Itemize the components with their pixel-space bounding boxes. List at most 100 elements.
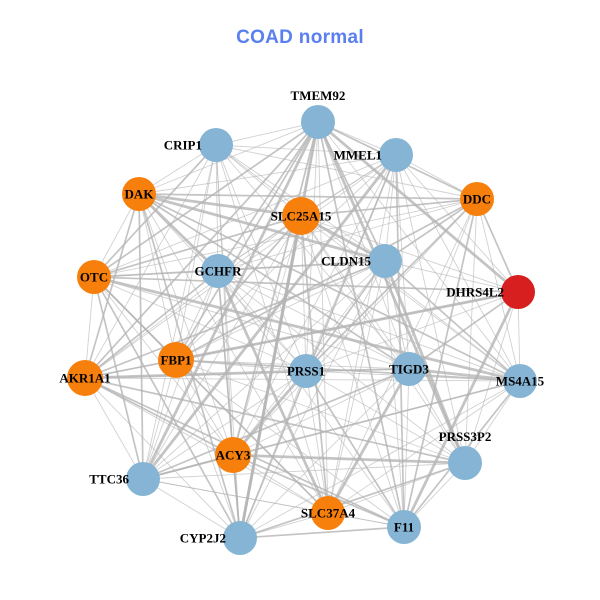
node-marker-tigd3[interactable] bbox=[392, 352, 426, 386]
graph-node[interactable]: CRIP1 bbox=[164, 128, 233, 162]
graph-edge bbox=[175, 359, 241, 539]
node-marker-slc25a15[interactable] bbox=[282, 197, 320, 235]
page-title: COAD normal bbox=[236, 27, 364, 48]
node-marker-ddc[interactable] bbox=[460, 182, 494, 216]
graph-edge bbox=[142, 462, 466, 480]
node-marker-slc37a4[interactable] bbox=[311, 496, 345, 530]
node-marker-cldn15[interactable] bbox=[368, 244, 402, 278]
graph-edge bbox=[316, 120, 520, 294]
node-label-slc37a4: SLC37A4 bbox=[301, 506, 356, 521]
graph-node[interactable]: DDC bbox=[460, 182, 494, 216]
graph-edge bbox=[395, 154, 519, 293]
graph-node[interactable]: TIGD3 bbox=[389, 352, 429, 386]
node-marker-akr1a1[interactable] bbox=[67, 360, 103, 396]
graph-edge bbox=[93, 215, 302, 278]
node-label-crip1: CRIP1 bbox=[164, 138, 202, 153]
graph-node[interactable]: GCHFR bbox=[195, 254, 243, 288]
node-label-ms4a15: MS4A15 bbox=[496, 374, 545, 389]
graph-edge bbox=[93, 198, 478, 278]
graph-node[interactable]: F11 bbox=[387, 510, 421, 544]
node-marker-tmem92[interactable] bbox=[301, 105, 335, 139]
graph-edge bbox=[138, 193, 410, 370]
graph-edge bbox=[175, 154, 397, 361]
graph-edge bbox=[232, 215, 302, 456]
graph-node[interactable]: FBP1 bbox=[158, 342, 194, 378]
graph-edge bbox=[175, 359, 329, 514]
node-label-cldn15: CLDN15 bbox=[321, 254, 371, 269]
graph-edge bbox=[93, 276, 519, 293]
graph-edge bbox=[239, 462, 466, 539]
graph-node[interactable]: DAK bbox=[122, 177, 156, 211]
graph-node[interactable]: ACY3 bbox=[215, 437, 251, 473]
graph-edge bbox=[84, 377, 466, 464]
node-marker-fbp1[interactable] bbox=[158, 342, 194, 378]
graph-node[interactable]: MS4A15 bbox=[496, 364, 545, 398]
graph-edge bbox=[327, 260, 386, 514]
graph-edge bbox=[174, 290, 520, 362]
graph-node[interactable]: SLC37A4 bbox=[301, 496, 356, 530]
node-marker-f11[interactable] bbox=[387, 510, 421, 544]
node-marker-crip1[interactable] bbox=[199, 128, 233, 162]
graph-edge bbox=[305, 198, 478, 372]
graph-edge bbox=[175, 215, 302, 361]
node-marker-otc[interactable] bbox=[77, 260, 111, 294]
graph-edge bbox=[305, 370, 405, 528]
graph-edge bbox=[142, 215, 302, 480]
graph-edge bbox=[317, 121, 521, 382]
graph-edge bbox=[384, 260, 521, 382]
graph-edge bbox=[232, 198, 478, 456]
graph-edge bbox=[142, 370, 307, 480]
graph-edge bbox=[217, 270, 521, 382]
node-marker-ms4a15[interactable] bbox=[503, 364, 537, 398]
graph-node[interactable]: CYP2J2 bbox=[180, 521, 257, 555]
node-marker-ttc36[interactable] bbox=[126, 462, 160, 496]
node-marker-dhrs4l2[interactable] bbox=[501, 275, 535, 309]
graph-edge bbox=[137, 192, 303, 218]
graph-edge bbox=[138, 193, 478, 200]
node-marker-acy3[interactable] bbox=[215, 437, 251, 473]
graph-edge bbox=[142, 144, 217, 480]
node-label-gchfr: GCHFR bbox=[195, 264, 243, 279]
graph-node[interactable]: TMEM92 bbox=[291, 88, 346, 139]
graph-edge bbox=[84, 377, 241, 539]
graph-edge bbox=[217, 270, 410, 370]
node-label-dak: DAK bbox=[125, 187, 155, 202]
graph-node[interactable]: OTC bbox=[77, 260, 111, 294]
graph-edge bbox=[93, 276, 307, 372]
node-marker-prss1[interactable] bbox=[289, 354, 323, 388]
graph-edge bbox=[217, 270, 466, 464]
graph-node[interactable]: SLC25A15 bbox=[271, 197, 332, 235]
graph-edge bbox=[138, 121, 319, 195]
node-label-f11: F11 bbox=[394, 520, 414, 535]
graph-node[interactable]: CLDN15 bbox=[321, 244, 402, 278]
graph-edge bbox=[395, 154, 521, 382]
graph-edge bbox=[300, 215, 521, 382]
graph-edge bbox=[305, 370, 466, 464]
node-marker-prss3p2[interactable] bbox=[448, 446, 482, 480]
graph-node[interactable]: PRSS3P2 bbox=[439, 429, 492, 480]
graph-edge bbox=[402, 290, 520, 529]
node-marker-dak[interactable] bbox=[122, 177, 156, 211]
graph-edge bbox=[215, 144, 397, 156]
graph-node[interactable]: PRSS1 bbox=[287, 354, 325, 388]
node-marker-mmel1[interactable] bbox=[379, 138, 413, 172]
graph-edge bbox=[217, 270, 307, 372]
graph-edge bbox=[84, 144, 217, 379]
node-marker-cyp2j2[interactable] bbox=[223, 521, 257, 555]
graph-node[interactable]: MMEL1 bbox=[334, 138, 413, 172]
graph-edge bbox=[232, 454, 405, 528]
graph-node[interactable]: AKR1A1 bbox=[59, 360, 111, 396]
graph-node[interactable]: DHRS4L2 bbox=[446, 275, 535, 309]
graph-edge bbox=[305, 260, 386, 372]
graph-edge bbox=[215, 144, 478, 200]
graph-edge bbox=[175, 144, 217, 361]
graph-edge bbox=[239, 260, 386, 539]
node-marker-gchfr[interactable] bbox=[201, 254, 235, 288]
graph-edge bbox=[231, 369, 308, 457]
node-label-fbp1: FBP1 bbox=[160, 353, 191, 368]
graph-edge bbox=[84, 377, 144, 480]
node-label-ttc36: TTC36 bbox=[89, 472, 129, 487]
graph-node[interactable]: TTC36 bbox=[89, 462, 160, 496]
